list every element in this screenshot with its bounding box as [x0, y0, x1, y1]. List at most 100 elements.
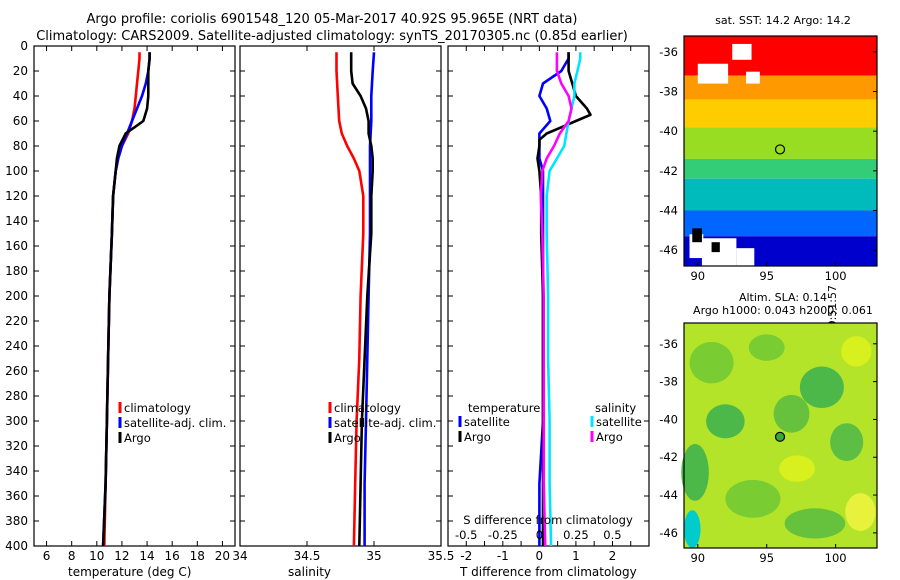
sla-sla-blob — [725, 479, 781, 518]
tdiff-legend-label: satellite — [464, 415, 510, 429]
salinity-x-tick-label: 34.5 — [294, 549, 321, 563]
sla-sla-blob — [784, 508, 846, 539]
tdiff-xlabel: T difference from climatology — [460, 565, 637, 579]
sdiff-tick-label: 0 — [536, 528, 543, 542]
sla-sla-blob — [799, 366, 844, 409]
salinity-xlabel: salinity — [288, 565, 332, 579]
depth-tick-label: 240 — [5, 339, 28, 353]
temperature-legend-label: Argo — [124, 431, 151, 445]
sla-lon-label: 90 — [690, 551, 705, 565]
salinity-x-tick-label: 35.5 — [428, 549, 455, 563]
sla-sla-blob — [773, 394, 810, 433]
temperature-x-tick-label: 12 — [114, 549, 129, 563]
sdiff-tick-label: -0.5 — [455, 528, 477, 542]
sdiff-legend-label: Argo — [596, 430, 623, 444]
tdiff-x-tick-label: 2 — [609, 549, 617, 563]
temperature-x-tick-label: 20 — [215, 549, 230, 563]
sla-lat-label: -44 — [659, 488, 678, 502]
sdiff-axis-label: S difference from climatology — [463, 513, 633, 527]
temperature-x-tick-label: 8 — [68, 549, 76, 563]
sla-map-frame — [683, 322, 878, 549]
salinity-legend-label: climatology — [334, 401, 401, 415]
temperature-legend-label: satellite-adj. clim. — [124, 416, 226, 430]
tdiff-legend-title: temperature — [468, 401, 540, 415]
depth-tick-label: 320 — [5, 439, 28, 453]
temperature-x-tick-label: 6 — [43, 549, 51, 563]
sla-lon-label: 95 — [759, 551, 774, 565]
salinity-x-tick-label: 34 — [232, 549, 247, 563]
tdiff-legend-label: Argo — [464, 430, 491, 444]
chart-title-line1: Argo profile: coriolis 6901548_120 05-Ma… — [86, 12, 578, 27]
depth-tick-label: 200 — [5, 289, 28, 303]
temperature-x-tick-label: 16 — [165, 549, 180, 563]
sla-map-subtitle: Argo h1000: 0.043 h2000: 0.061 — [693, 304, 873, 317]
tdiff-x-tick-label: -2 — [460, 549, 472, 563]
sla-lon-label: 100 — [825, 551, 847, 565]
depth-tick-label: 400 — [5, 539, 28, 553]
temperature-legend-label: climatology — [124, 401, 191, 415]
sla-lat-label: -46 — [659, 526, 678, 540]
salinity-legend-label: satellite-adj. clim. — [334, 416, 436, 430]
sdiff-tick-label: 0.5 — [603, 528, 621, 542]
sst-map-frame — [683, 35, 878, 267]
sst-land-patch — [732, 43, 752, 60]
temperature-plot-frame — [33, 45, 236, 547]
tdiff-x-tick-label: -1 — [497, 549, 509, 563]
depth-tick-label: 80 — [13, 139, 28, 153]
sst-sst-band — [684, 75, 877, 100]
sst-lat-label: -38 — [659, 85, 678, 99]
sdiff-legend-label: satellite — [596, 415, 642, 429]
depth-tick-label: 40 — [13, 89, 28, 103]
sst-sst-band — [684, 158, 877, 179]
tdiff-x-tick-label: 0 — [536, 549, 544, 563]
depth-tick-label: 180 — [5, 264, 28, 278]
sla-argo-float-marker — [774, 431, 786, 442]
depth-tick-label: 340 — [5, 464, 28, 478]
sla-lat-label: -40 — [659, 412, 678, 426]
sst-lat-label: -44 — [659, 203, 678, 217]
difference-series-s-satellite — [545, 52, 582, 547]
sdiff-tick-label: -0.25 — [488, 528, 518, 542]
depth-tick-label: 280 — [5, 389, 28, 403]
depth-tick-label: 380 — [5, 514, 28, 528]
depth-tick-label: 260 — [5, 364, 28, 378]
sla-sla-blob — [845, 493, 876, 531]
temperature-x-tick-label: 10 — [89, 549, 104, 563]
sla-sla-blob — [684, 510, 701, 548]
sst-land-patch — [736, 248, 755, 266]
sla-sla-blob — [748, 334, 785, 361]
sst-map-title: sat. SST: 14.2 Argo: 14.2 — [715, 14, 851, 27]
sst-land-patch — [697, 63, 729, 84]
depth-tick-label: 360 — [5, 489, 28, 503]
sla-lat-label: -36 — [659, 337, 678, 351]
temperature-x-tick-label: 18 — [190, 549, 205, 563]
sdiff-legend-title: salinity — [595, 401, 636, 415]
depth-tick-label: 160 — [5, 239, 28, 253]
sst-map — [684, 36, 877, 266]
salinity-series-climatology — [335, 52, 365, 547]
sst-lon-label: 100 — [825, 269, 847, 283]
sst-lat-label: -36 — [659, 45, 678, 59]
sst-lon-label: 95 — [759, 269, 774, 283]
sla-sla-blob — [681, 444, 709, 501]
sdiff-tick-label: 0.25 — [563, 528, 589, 542]
depth-tick-label: 140 — [5, 214, 28, 228]
temperature-xlabel: temperature (deg C) — [68, 565, 192, 579]
tdiff-x-tick-label: 1 — [572, 549, 580, 563]
sla-map-title: Altim. SLA: 0.14 — [738, 291, 828, 304]
sla-lat-label: -38 — [659, 375, 678, 389]
sst-land-patch — [746, 71, 760, 84]
temperature-x-tick-label: 14 — [139, 549, 154, 563]
depth-tick-label: 100 — [5, 164, 28, 178]
chart-title-line2: Climatology: CARS2009. Satellite-adjuste… — [36, 29, 628, 44]
sst-lat-label: -46 — [659, 243, 678, 257]
sla-sla-blob — [779, 455, 815, 482]
depth-tick-label: 300 — [5, 414, 28, 428]
sst-nodata-patch — [711, 242, 720, 253]
sst-lat-label: -42 — [659, 164, 678, 178]
depth-tick-label: 220 — [5, 314, 28, 328]
depth-tick-label: 0 — [20, 39, 28, 53]
sst-argo-float-marker — [774, 144, 786, 155]
sst-sst-band — [684, 99, 877, 128]
